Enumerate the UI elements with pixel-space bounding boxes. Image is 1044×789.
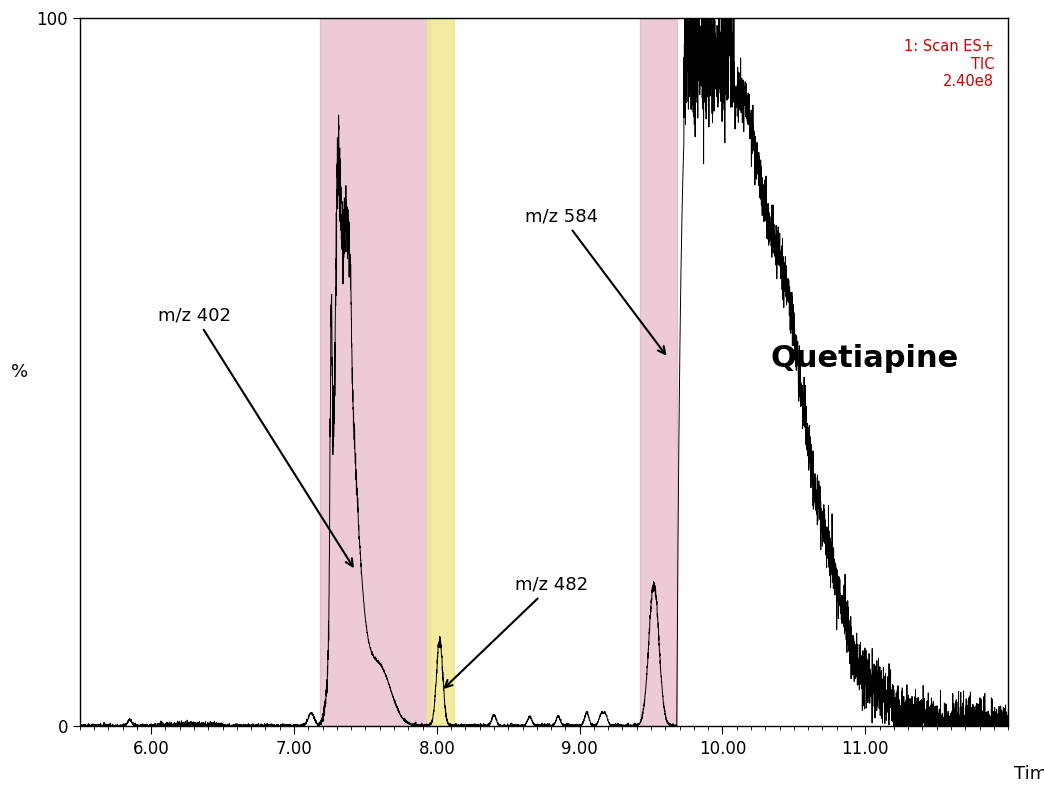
Text: 1: Scan ES+
TIC
2.40e8: 1: Scan ES+ TIC 2.40e8 bbox=[904, 39, 994, 89]
Text: m/z 482: m/z 482 bbox=[445, 576, 589, 687]
Y-axis label: %: % bbox=[11, 363, 28, 381]
Bar bbox=[640, 18, 677, 727]
Bar bbox=[319, 18, 430, 727]
Text: m/z 584: m/z 584 bbox=[525, 208, 665, 354]
X-axis label: Time: Time bbox=[1014, 765, 1044, 783]
Text: Quetiapine: Quetiapine bbox=[770, 344, 958, 372]
Bar bbox=[427, 18, 454, 727]
Text: m/z 402: m/z 402 bbox=[159, 307, 353, 567]
